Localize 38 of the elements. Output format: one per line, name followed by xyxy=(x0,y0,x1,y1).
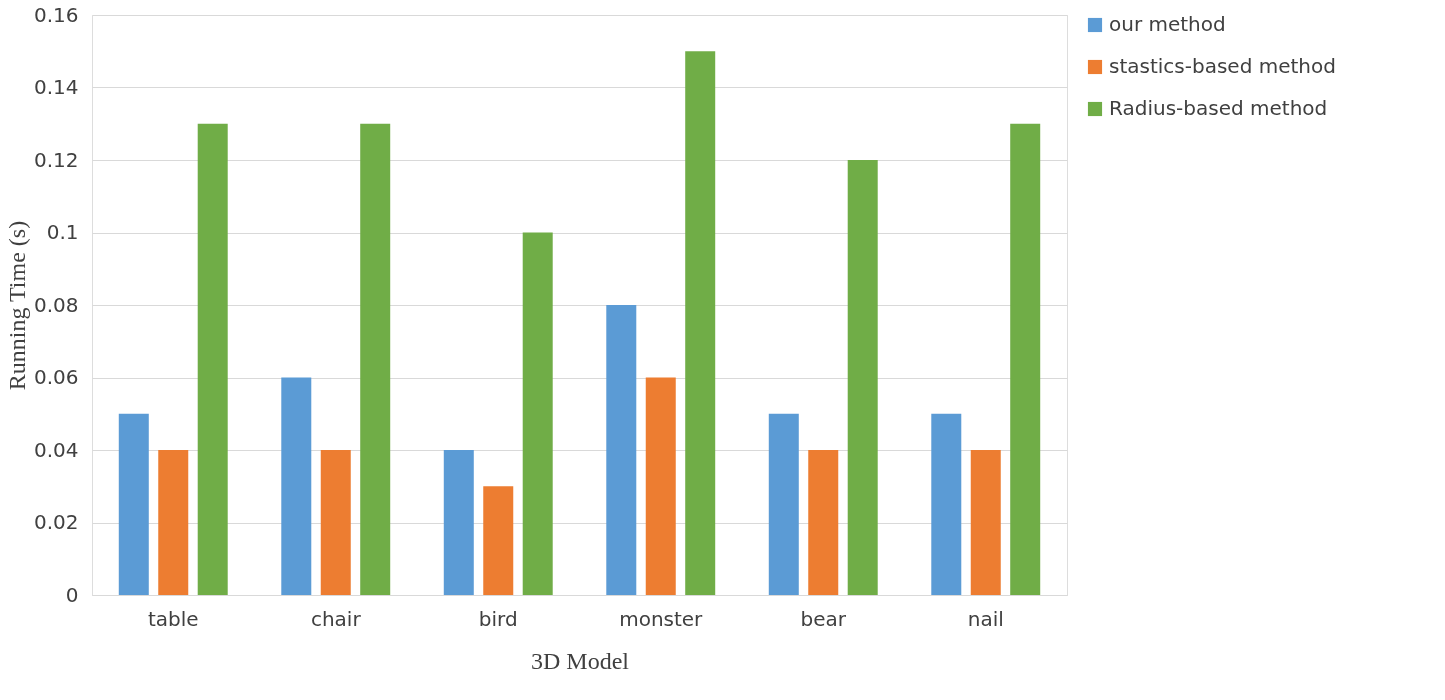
y-tick-label: 0.16 xyxy=(33,2,79,27)
bar xyxy=(970,450,1001,595)
x-axis-title: 3D Model xyxy=(531,647,630,674)
legend-label: Radius-based method xyxy=(1109,96,1328,120)
legend-label: our method xyxy=(1109,12,1226,36)
bar xyxy=(685,51,716,595)
x-tick-label: bird xyxy=(478,606,518,631)
bar xyxy=(768,413,799,595)
y-tick-label: 0 xyxy=(65,582,79,607)
x-tick-label: nail xyxy=(967,606,1004,631)
bar xyxy=(931,413,962,595)
y-tick-label: 0.06 xyxy=(33,365,79,389)
x-tick-label: table xyxy=(147,606,199,631)
bar xyxy=(360,123,391,595)
x-tick-label: chair xyxy=(310,606,362,631)
bar xyxy=(197,123,228,595)
bar xyxy=(158,450,189,595)
x-tick-label: bear xyxy=(800,606,847,631)
bar xyxy=(443,450,474,595)
y-tick-label: 0.12 xyxy=(33,147,79,172)
bar xyxy=(606,305,637,595)
y-tick-label: 0.04 xyxy=(33,437,79,462)
y-tick-label: 0.1 xyxy=(46,220,79,244)
bar xyxy=(118,413,149,595)
legend-label: stastics-based method xyxy=(1109,54,1336,78)
y-tick-label: 0.14 xyxy=(33,75,79,99)
x-tick-label: monster xyxy=(619,606,704,631)
y-axis-title: Running Time (s) xyxy=(3,220,30,391)
bar xyxy=(483,486,514,595)
bar xyxy=(320,450,351,595)
bar xyxy=(847,160,878,595)
y-tick-label: 0.02 xyxy=(33,510,79,534)
bar xyxy=(808,450,839,595)
bar xyxy=(522,232,553,595)
bar xyxy=(645,377,676,595)
y-tick-label: 0.08 xyxy=(33,292,79,317)
bar xyxy=(281,377,312,595)
bar xyxy=(1010,123,1041,595)
